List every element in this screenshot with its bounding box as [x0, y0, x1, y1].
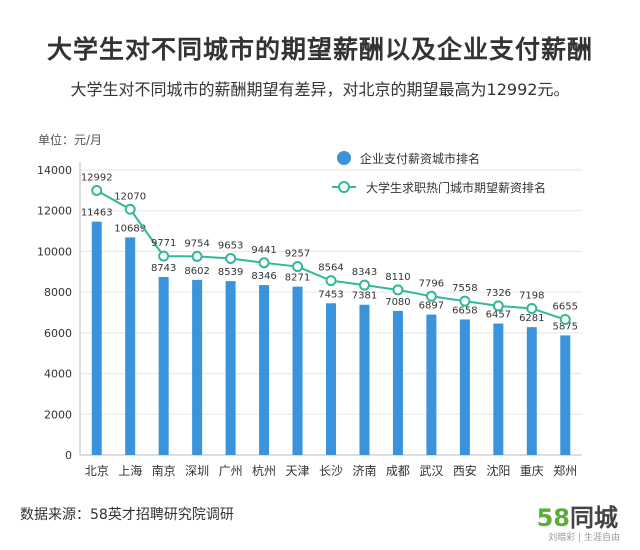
line-point — [91, 185, 103, 197]
line-value-label: 9441 — [251, 245, 276, 256]
x-tick-label: 南京 — [152, 463, 176, 478]
bar — [91, 221, 102, 455]
bar — [326, 303, 336, 455]
line-point — [559, 314, 571, 326]
line-point — [526, 302, 538, 314]
logo-number: 58 — [536, 504, 570, 532]
line-value-label: 12070 — [114, 191, 146, 202]
line-point — [392, 284, 404, 296]
bar — [526, 327, 537, 455]
line-value-label: 6655 — [553, 302, 578, 313]
line-value-label: 12992 — [81, 173, 113, 184]
bar — [493, 323, 504, 455]
bar — [259, 285, 270, 455]
x-tick-label: 成都 — [386, 464, 410, 478]
x-tick-label: 广州 — [219, 464, 243, 478]
bar-value-label: 6897 — [419, 301, 444, 312]
bar-value-label: 5875 — [553, 321, 578, 332]
bar-value-label: 6281 — [519, 313, 544, 324]
line-point — [358, 279, 370, 291]
y-tick-label: 4000 — [44, 368, 72, 381]
brand-logo: 58同城 — [537, 498, 618, 533]
x-tick-label: 西安 — [453, 463, 477, 478]
line-value-label: 9257 — [285, 249, 310, 260]
bar-value-label: 8346 — [251, 271, 276, 282]
x-tick-label: 郑州 — [553, 463, 577, 478]
bar-value-label: 11463 — [81, 208, 113, 219]
x-tick-label: 长沙 — [319, 464, 343, 478]
x-tick-label: 武汉 — [419, 464, 443, 478]
y-tick-label: 2000 — [44, 408, 72, 421]
bar-value-label: 7080 — [385, 297, 410, 308]
bar — [192, 279, 203, 455]
bar — [125, 237, 136, 455]
line-point — [124, 203, 136, 215]
x-tick-label: 天津 — [286, 464, 310, 478]
bar-value-label: 8743 — [151, 263, 176, 274]
line-value-label: 9653 — [218, 240, 243, 251]
bar-value-label: 10689 — [114, 223, 146, 234]
legend-bar-marker — [337, 151, 351, 165]
x-tick-label: 沈阳 — [486, 463, 510, 478]
chart-title: 大学生对不同城市的期望薪酬以及企业支付薪酬 — [46, 35, 593, 64]
y-tick-label: 8000 — [44, 286, 72, 299]
line-value-label: 9771 — [151, 238, 176, 249]
x-tick-label: 重庆 — [520, 464, 544, 478]
legend-line-marker — [338, 181, 350, 193]
bar — [426, 314, 437, 455]
y-tick-label: 6000 — [44, 327, 72, 340]
bar — [459, 319, 470, 455]
chart-area: 0 2000 4000 6000 8000 10000 12000 14000 单位：元/月 11… — [37, 132, 582, 478]
y-tick-label: 10000 — [37, 245, 72, 258]
y-tick-label: 0 — [65, 449, 72, 462]
bar — [392, 310, 403, 455]
line-point — [292, 261, 304, 273]
logo-text: 同城 — [570, 504, 618, 532]
bar-value-label: 7453 — [318, 289, 343, 300]
x-tick-label: 杭州 — [252, 463, 276, 478]
legend-bar-label: 企业支付薪资城市排名 — [360, 151, 480, 166]
bar — [560, 335, 571, 455]
line-value-label: 8110 — [385, 272, 410, 283]
data-source: 数据来源：58英才招聘研究院调研 — [20, 507, 234, 523]
line-point — [492, 300, 504, 312]
bar-value-label: 6658 — [452, 305, 477, 316]
line-value-label: 7796 — [419, 278, 444, 289]
bar-value-label: 6457 — [486, 310, 511, 321]
line-point — [258, 257, 270, 269]
x-tick-label: 深圳 — [185, 464, 209, 478]
bar-value-label: 8271 — [285, 273, 310, 284]
line-value-label: 9754 — [184, 238, 209, 249]
line-value-label: 7198 — [519, 290, 544, 301]
bar-value-label: 8539 — [218, 267, 243, 278]
x-tick-label: 北京 — [85, 464, 109, 478]
line-value-label: 8343 — [352, 267, 377, 278]
line-value-label: 7558 — [452, 283, 477, 294]
line-value-label: 7326 — [486, 288, 511, 299]
line-value-label: 8564 — [318, 263, 343, 274]
line-point — [191, 250, 203, 262]
line-point — [459, 295, 471, 307]
watermark: 刘暗彩 | 生涯自由 — [548, 533, 620, 543]
line-point — [325, 275, 337, 287]
bar-value-label: 7381 — [352, 291, 377, 302]
x-tick-label: 上海 — [118, 463, 142, 478]
line-point — [225, 252, 237, 264]
x-tick-label: 济南 — [352, 463, 376, 478]
y-tick-label: 14000 — [37, 164, 72, 177]
bar — [225, 281, 236, 455]
bar-value-label: 8602 — [184, 266, 209, 277]
y-tick-label: 12000 — [37, 205, 72, 218]
bar — [359, 304, 370, 455]
line-point — [158, 250, 170, 262]
bar — [292, 286, 303, 455]
line-point — [425, 290, 437, 302]
y-unit-label: 单位：元/月 — [38, 132, 102, 147]
bar — [158, 277, 169, 455]
legend-line-label: 大学生求职热门城市期望薪资排名 — [366, 180, 546, 195]
chart-subtitle: 大学生对不同城市的薪酬期望有差异，对北京的期望最高为12992元。 — [70, 80, 570, 99]
